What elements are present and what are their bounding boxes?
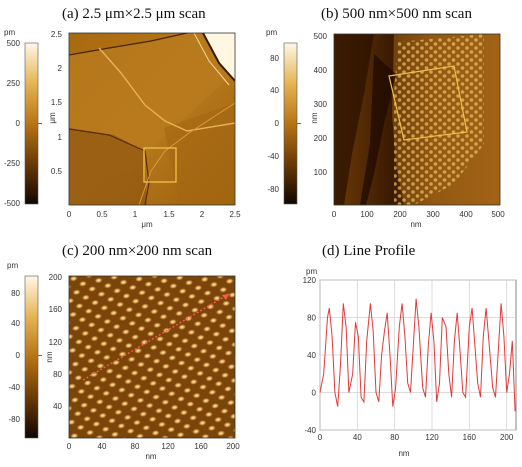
colorbar-gradient (283, 42, 298, 205)
y-tick: 2 (58, 64, 63, 73)
colorbar-tick: 250 (7, 79, 21, 88)
y-axis-label: μm (48, 112, 57, 124)
panel-a-axes: 0 0.5 1 1.5 2 2.5 μm 2.5 2 1.5 1 0.5 μm (48, 30, 241, 229)
x-axis-label: nm (145, 452, 156, 461)
profile-arrow (222, 294, 229, 300)
x-tick-label: 40 (353, 433, 362, 442)
x-tick-label: 200 (500, 433, 514, 442)
panel-a-title: (a) 2.5 μm×2.5 μm scan (62, 6, 206, 22)
y-tick: 200 (49, 273, 63, 282)
y-tick: 300 (314, 100, 328, 109)
colorbar-gradient (24, 42, 39, 205)
x-tick: 1.5 (163, 210, 175, 219)
panel-b-image (333, 33, 501, 206)
y-tick: 100 (314, 168, 328, 177)
panel-a: pm 500 250 0 -250 -500 (4, 28, 241, 229)
y-tick: 120 (49, 338, 63, 347)
panel-a-image (68, 32, 236, 206)
x-tick: 160 (194, 442, 208, 451)
y-tick: 500 (314, 32, 328, 41)
y-tick: 1 (58, 133, 63, 142)
panel-b-axes: 0 100 200 300 400 500 nm 500 400 300 200… (310, 32, 505, 229)
y-tick: 40 (53, 402, 62, 411)
x-tick: 200 (226, 442, 240, 451)
profile-line (82, 293, 230, 381)
colorbar-tick: -80 (267, 185, 279, 194)
x-tick: 1 (133, 210, 138, 219)
x-tick-label: 120 (425, 433, 439, 442)
x-tick-label: 80 (390, 433, 399, 442)
x-tick: 0 (332, 210, 337, 219)
colorbar-tick: 0 (16, 119, 21, 128)
panel-c-title: (c) 200 nm×200 nm scan (62, 243, 213, 259)
x-tick: 80 (131, 442, 140, 451)
colorbar-tick: -250 (4, 159, 21, 168)
y-tick: 400 (314, 66, 328, 75)
x-tick-label: 160 (463, 433, 477, 442)
colorbar-tick: 80 (11, 289, 20, 298)
zoom-box (388, 65, 468, 141)
x-axis-label: μm (141, 220, 153, 229)
colorbar-tick: 40 (11, 319, 20, 328)
series-line (319, 298, 516, 412)
colorbar-tick: 500 (7, 39, 21, 48)
x-tick: 0 (67, 210, 72, 219)
x-axis-label: nm (398, 449, 409, 458)
grid (319, 279, 516, 431)
y-tick-label: -40 (304, 426, 316, 435)
y-tick: 2.5 (51, 30, 63, 39)
zoom-box (143, 147, 177, 183)
y-tick: 80 (53, 370, 62, 379)
colorbar-tick: 0 (275, 119, 280, 128)
y-tick-label: 40 (307, 351, 316, 360)
x-tick: 2.5 (229, 210, 241, 219)
colorbar-tick: -40 (8, 383, 20, 392)
panel-b-title: (b) 500 nm×500 nm scan (321, 6, 472, 22)
x-tick: 0.5 (96, 210, 108, 219)
x-axis-label: nm (410, 220, 421, 229)
y-tick-label: 120 (303, 276, 317, 285)
colorbar-tick: -80 (8, 415, 20, 424)
x-tick: 2 (200, 210, 205, 219)
panel-b: pm 80 40 0 -40 -80 0 (266, 28, 505, 229)
colorbar-unit: pm (4, 28, 15, 37)
x-tick: 400 (459, 210, 473, 219)
panel-a-colorbar: pm 500 250 0 -250 -500 (4, 28, 42, 208)
panel-c: pm 80 40 0 -40 -80 0 40 80 (7, 261, 240, 461)
y-tick: 160 (49, 305, 63, 314)
colorbar-unit: pm (266, 28, 277, 37)
y-axis-label: pm (306, 267, 317, 276)
x-tick: 500 (491, 210, 505, 219)
panel-d-title: (d) Line Profile (322, 243, 416, 259)
panel-c-axes: 0 40 80 120 160 200 nm 200 160 120 80 40… (45, 273, 240, 461)
y-tick-label: 0 (312, 389, 317, 398)
y-tick-label: 80 (307, 314, 316, 323)
panel-b-colorbar: pm 80 40 0 -40 -80 (266, 28, 301, 205)
y-tick: 1.5 (51, 98, 63, 107)
y-axis-label: nm (45, 351, 54, 362)
colorbar-tick: -40 (267, 152, 279, 161)
panel-c-image (68, 275, 236, 439)
colorbar-tick: 40 (270, 86, 279, 95)
colorbar-tick: 0 (16, 351, 21, 360)
x-tick: 0 (67, 442, 72, 451)
y-axis-label: nm (310, 112, 319, 123)
x-tick: 40 (98, 442, 107, 451)
colorbar-tick: 80 (270, 54, 279, 63)
colorbar-unit: pm (7, 261, 18, 270)
x-tick-label: 0 (318, 433, 323, 442)
x-tick: 100 (360, 210, 374, 219)
colorbar-gradient (24, 275, 39, 439)
panel-c-colorbar: pm 80 40 0 -40 -80 (7, 261, 42, 439)
y-tick: 0.5 (51, 167, 63, 176)
x-tick: 300 (426, 210, 440, 219)
x-tick: 200 (393, 210, 407, 219)
y-tick: 200 (314, 134, 328, 143)
x-tick: 120 (161, 442, 175, 451)
colorbar-tick: -500 (4, 199, 21, 208)
